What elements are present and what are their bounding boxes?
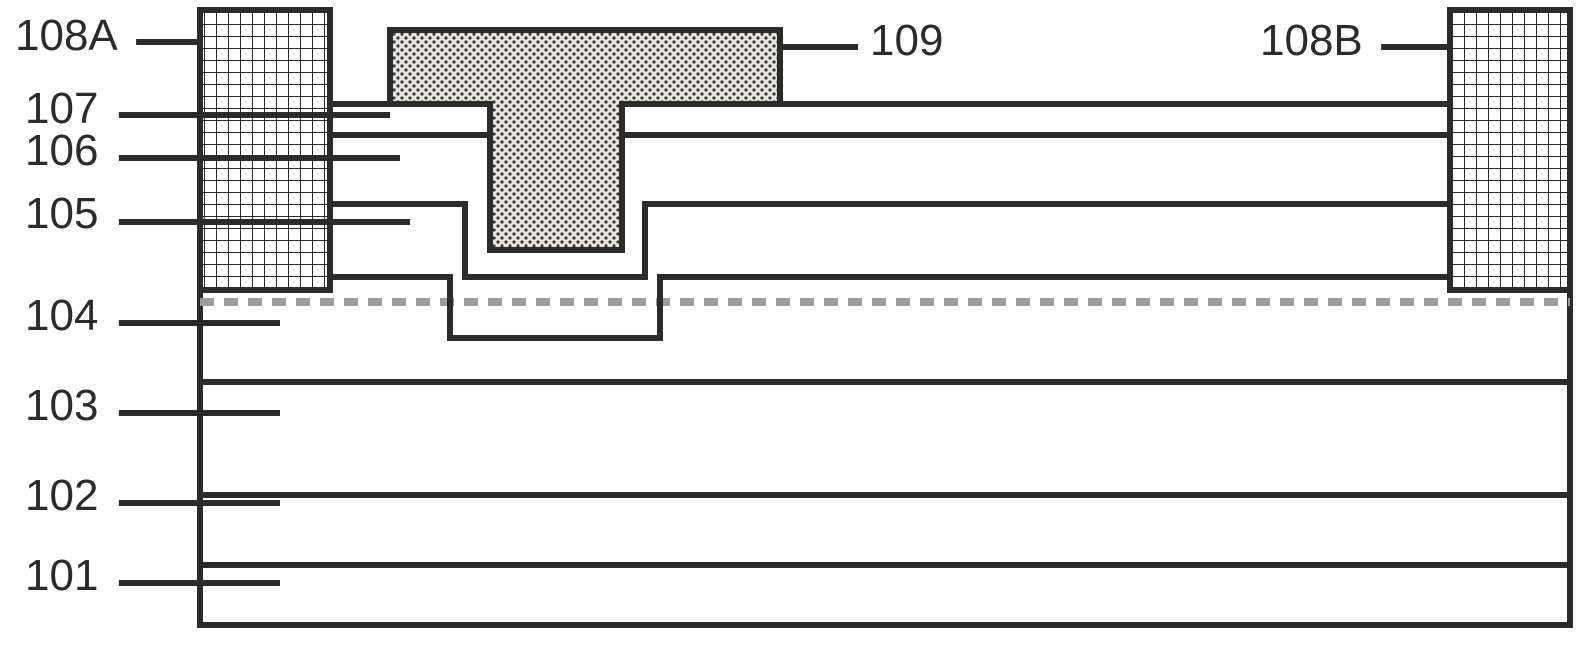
label-103: 103	[25, 381, 98, 430]
layer-105-top	[330, 277, 1450, 338]
label-108B: 108B	[1260, 16, 1363, 65]
label-101: 101	[25, 551, 98, 600]
label-102: 102	[25, 471, 98, 520]
label-105: 105	[25, 189, 98, 238]
label-104: 104	[25, 291, 98, 340]
label-109: 109	[870, 16, 943, 65]
substrate-outline	[200, 277, 1570, 625]
cross-section-diagram: 108A107106105104103102101109108B	[0, 0, 1595, 651]
block-108B	[1450, 10, 1570, 290]
label-106: 106	[25, 126, 98, 175]
gate-109	[390, 30, 780, 250]
diagram-container: 108A107106105104103102101109108B	[0, 0, 1595, 651]
block-108A	[200, 10, 330, 290]
label-108A: 108A	[15, 11, 118, 60]
